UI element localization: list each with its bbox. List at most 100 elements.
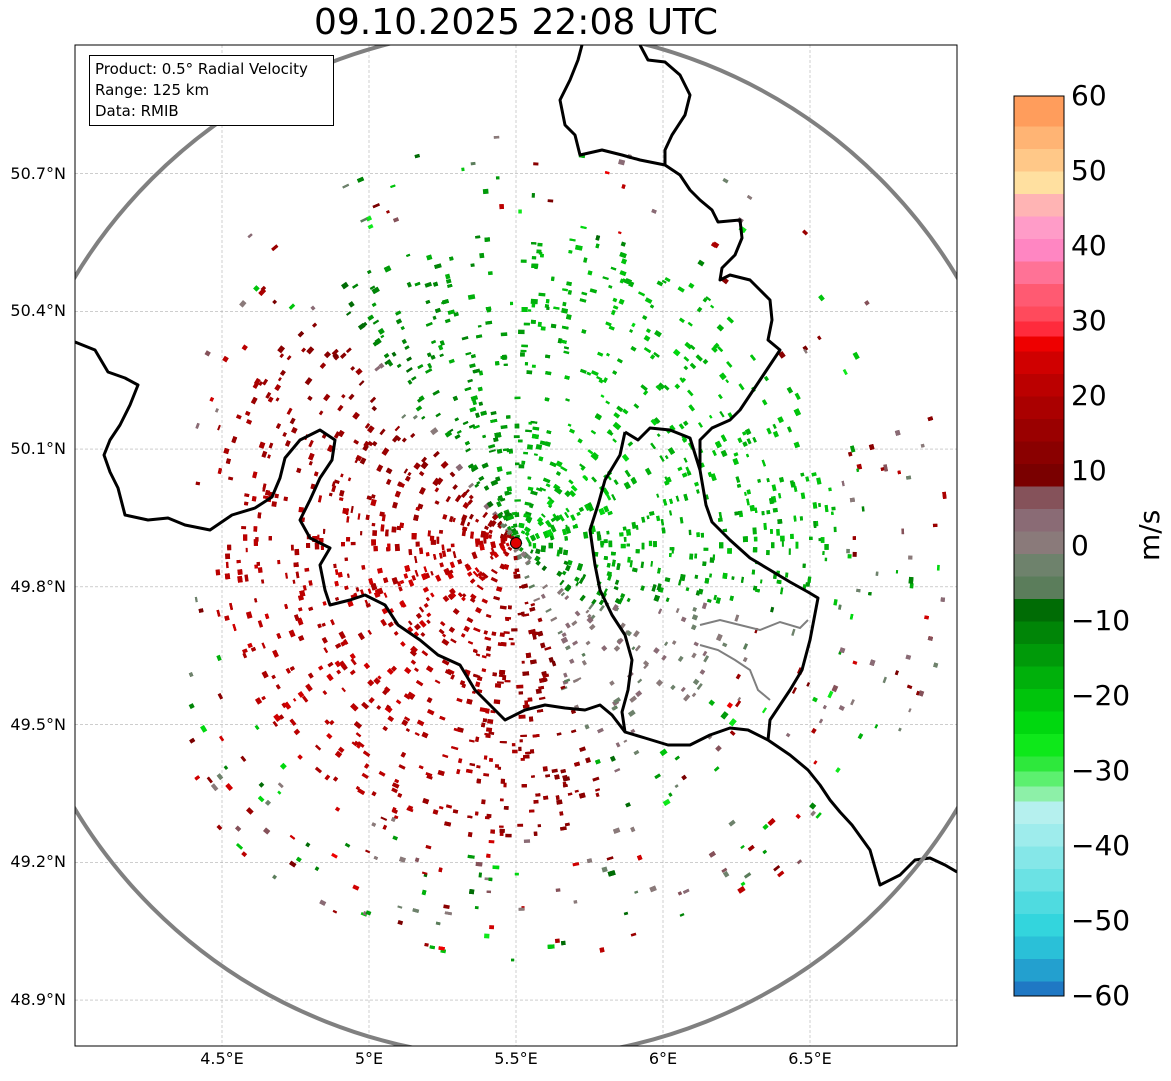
echo-pixel (942, 491, 947, 499)
echo-pixel (626, 597, 631, 603)
border-lux-interior (588, 431, 634, 733)
echo-pixel (520, 349, 527, 353)
echo-pixel (538, 456, 544, 462)
echo-pixel (355, 367, 363, 376)
echo-pixel (350, 703, 359, 712)
echo-pixel (371, 302, 377, 307)
echo-pixel (467, 294, 476, 300)
echo-pixel (703, 547, 709, 551)
echo-pixel (354, 456, 360, 464)
echo-pixel (464, 563, 470, 569)
echo-pixel (664, 641, 669, 646)
echo-pixel (488, 444, 496, 449)
echo-pixel (495, 176, 500, 180)
echo-pixel (528, 716, 534, 722)
echo-pixel (439, 562, 445, 568)
echo-pixel (308, 439, 314, 448)
echo-pixel (346, 537, 351, 542)
echo-pixel (642, 315, 648, 321)
echo-pixel (563, 672, 568, 678)
radar-map[interactable] (0, 0, 960, 1081)
echo-pixel (475, 653, 481, 657)
echo-pixel (737, 696, 742, 702)
echo-pixel (258, 781, 265, 788)
echo-pixel (511, 743, 516, 747)
echo-pixel (298, 607, 303, 612)
echo-pixel (525, 652, 532, 659)
echo-pixel (720, 434, 727, 443)
echo-pixel (725, 379, 729, 384)
echo-pixel (383, 265, 392, 273)
echo-pixel (349, 669, 356, 676)
echo-pixel (258, 441, 266, 449)
radar-site-marker[interactable] (510, 537, 522, 549)
echo-pixel (849, 497, 855, 503)
colorbar-segment (1014, 171, 1064, 194)
echo-pixel (481, 668, 487, 673)
echo-pixel (668, 792, 673, 797)
echo-pixel (444, 318, 451, 324)
echo-pixel (607, 510, 613, 516)
echo-pixel (738, 510, 743, 515)
echo-pixel (526, 554, 533, 561)
echo-pixel (796, 859, 803, 865)
echo-pixel (510, 535, 515, 541)
echo-pixel (600, 540, 604, 548)
echo-pixel (629, 329, 634, 334)
echo-pixel (200, 724, 208, 733)
echo-pixel (400, 482, 405, 488)
echo-pixel (520, 757, 525, 761)
echo-pixel (776, 528, 780, 536)
echo-pixel (687, 389, 694, 397)
echo-pixel (373, 855, 379, 861)
echo-pixel (536, 487, 543, 492)
echo-pixel (546, 306, 550, 311)
echo-pixel (545, 774, 551, 778)
echo-pixel (217, 424, 221, 431)
echo-pixel (290, 544, 294, 551)
echo-pixel (423, 603, 429, 608)
echo-pixel (368, 578, 374, 585)
echo-pixel (236, 559, 241, 564)
echo-pixel (742, 643, 749, 650)
echo-pixel (352, 411, 360, 420)
echo-pixel (590, 370, 599, 377)
echo-pixel (818, 538, 822, 542)
echo-pixel (717, 517, 723, 522)
echo-pixel (789, 480, 795, 488)
colorbar-tick-label: −30 (1071, 754, 1131, 787)
colorbar-segment (1014, 261, 1064, 284)
echo-pixel (543, 795, 549, 800)
echo-pixel (468, 482, 475, 489)
echo-pixel (532, 635, 537, 640)
echo-pixel (586, 371, 592, 376)
echo-pixel (415, 541, 420, 547)
echo-pixel (347, 600, 354, 608)
echo-pixel (771, 484, 777, 492)
echo-pixel (499, 545, 507, 553)
echo-pixel (518, 746, 522, 752)
echo-pixel (875, 571, 879, 576)
echo-pixel (634, 890, 639, 894)
echo-pixel (620, 258, 628, 265)
echo-pixel (418, 471, 425, 477)
echo-pixel (412, 908, 420, 913)
echo-pixel (612, 370, 618, 375)
echo-pixel (554, 938, 560, 944)
echo-pixel (538, 292, 546, 297)
echo-pixel (649, 304, 655, 309)
echo-pixel (542, 530, 550, 539)
echo-pixel (560, 768, 567, 774)
echo-pixel (694, 574, 699, 579)
echo-pixel (654, 330, 662, 338)
echo-pixel (432, 809, 439, 815)
echo-pixel (256, 561, 261, 566)
echo-pixel (598, 507, 606, 516)
echo-pixel (737, 437, 743, 444)
echo-pixel (524, 575, 530, 580)
echo-pixel (786, 426, 793, 433)
echo-pixel (702, 561, 707, 566)
echo-pixel (524, 531, 530, 537)
echo-pixel (308, 606, 314, 611)
echo-pixel (505, 512, 513, 518)
